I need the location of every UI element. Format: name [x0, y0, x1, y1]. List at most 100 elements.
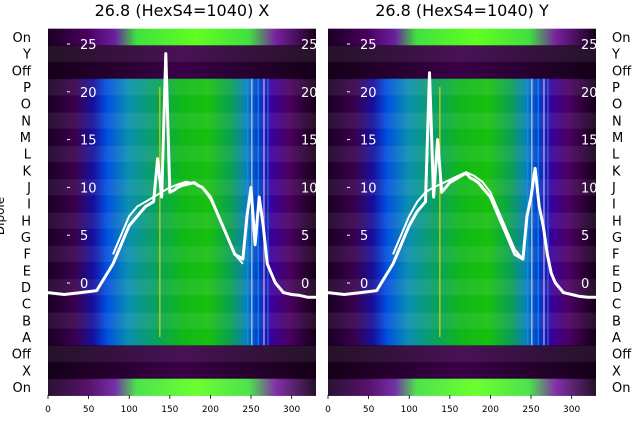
row-label: On — [13, 381, 31, 396]
row-label: I — [612, 198, 616, 213]
y-axis-label: Dipole — [0, 197, 7, 235]
heatmap-streak — [537, 78, 540, 346]
heatmap-row — [48, 378, 316, 396]
chart-panel-1: 26.8 (HexS4=1040) XDipoleOnYOffPONMLKJIH… — [0, 1, 318, 415]
overlay-tick-label-right: 20 — [301, 86, 318, 101]
overlay-tick-label: 25 — [360, 38, 377, 53]
row-label: K — [22, 164, 31, 179]
heatmap-row — [328, 345, 596, 363]
overlay-tick-label-right: 15 — [301, 134, 318, 149]
row-label: M — [20, 131, 31, 146]
row-label: A — [612, 331, 621, 346]
heatmap-row — [48, 128, 316, 146]
row-label: G — [612, 231, 622, 246]
heatmap-row — [48, 95, 316, 113]
overlay-tick-label: 25 — [80, 38, 97, 53]
row-label: O — [21, 98, 31, 113]
overlay-tick-label: 20 — [360, 86, 377, 101]
overlay-series-line — [327, 71, 596, 299]
overlay-tick-label-right: 0 — [581, 277, 589, 292]
row-label: E — [23, 264, 31, 279]
row-label: B — [22, 314, 31, 329]
heatmap-row — [328, 378, 596, 396]
x-tick-label: 50 — [363, 405, 375, 415]
overlay-series-line — [392, 171, 524, 260]
chart-title: 26.8 (HexS4=1040) Y — [375, 1, 549, 20]
heatmap-row — [328, 78, 596, 96]
heatmap-row — [48, 278, 316, 296]
overlay-tick-label-right: 25 — [581, 38, 598, 53]
row-label: L — [612, 148, 620, 163]
row-label: O — [612, 98, 622, 113]
row-label: Off — [612, 348, 632, 363]
overlay-tick-label-right: 25 — [301, 38, 318, 53]
x-tick-label: 100 — [121, 405, 138, 415]
row-label: E — [612, 264, 620, 279]
heatmap-streak — [547, 78, 549, 346]
overlay-tick-label-right: 10 — [581, 181, 598, 196]
heatmap-row — [328, 95, 596, 113]
row-label: C — [22, 298, 31, 313]
heatmap-streak — [159, 87, 161, 337]
overlay-series-line — [112, 180, 244, 265]
heatmap-row — [48, 45, 316, 63]
row-label: N — [21, 114, 31, 129]
row-label: Off — [12, 348, 32, 363]
row-label: On — [612, 381, 630, 396]
heatmap-row — [48, 78, 316, 96]
overlay-tick-label-right: 0 — [301, 277, 309, 292]
overlay-tick-label: 0 — [360, 277, 368, 292]
heatmap-row — [48, 195, 316, 213]
row-label: Off — [612, 64, 632, 79]
x-tick-label: 100 — [401, 405, 418, 415]
overlay-tick-label-right: 10 — [301, 181, 318, 196]
overlay-tick-label-right: 15 — [581, 134, 598, 149]
x-tick-label: 300 — [563, 405, 580, 415]
heatmap-streak — [263, 78, 265, 346]
x-tick-label: 300 — [283, 405, 300, 415]
row-label: L — [24, 148, 32, 163]
overlay-tick-label-right: 20 — [581, 86, 598, 101]
heatmap-row — [328, 112, 596, 130]
x-tick-label: 200 — [482, 405, 499, 415]
heatmap-row — [328, 245, 596, 263]
heatmap-row — [48, 362, 316, 380]
heatmap-streak — [267, 78, 269, 346]
heatmap-row — [48, 245, 316, 263]
row-label: Off — [12, 64, 32, 79]
row-label: G — [21, 231, 31, 246]
heatmap-row — [48, 328, 316, 346]
row-label: X — [22, 364, 31, 379]
heatmap-row — [328, 45, 596, 63]
heatmap-row — [328, 128, 596, 146]
heatmap-row — [48, 312, 316, 330]
x-tick-label: 200 — [202, 405, 219, 415]
heatmap-row — [328, 28, 596, 46]
overlay-tick-label: 15 — [80, 134, 97, 149]
x-tick-label: 0 — [45, 405, 51, 415]
row-label: A — [22, 331, 31, 346]
x-tick-label: 250 — [242, 405, 259, 415]
heatmap-row — [48, 112, 316, 130]
overlay-tick-label: 10 — [360, 181, 377, 196]
row-label: J — [611, 181, 616, 196]
chart-title: 26.8 (HexS4=1040) X — [95, 1, 270, 20]
row-label: P — [612, 81, 620, 96]
heatmap-row — [48, 162, 316, 180]
row-label: I — [27, 198, 31, 213]
row-label: On — [13, 31, 31, 46]
heatmap-row — [328, 145, 596, 163]
heatmap-row — [328, 278, 596, 296]
row-label: C — [612, 298, 621, 313]
x-tick-label: 150 — [161, 405, 178, 415]
heatmap-streak — [543, 78, 545, 346]
heatmap-row — [328, 195, 596, 213]
row-label: On — [612, 31, 630, 46]
overlay-tick-label: 0 — [80, 277, 88, 292]
heatmap-row — [48, 262, 316, 280]
heatmap-streak — [439, 87, 441, 337]
overlay-tick-label: 20 — [80, 86, 97, 101]
heatmap-row — [48, 295, 316, 313]
heatmap-row — [48, 345, 316, 363]
